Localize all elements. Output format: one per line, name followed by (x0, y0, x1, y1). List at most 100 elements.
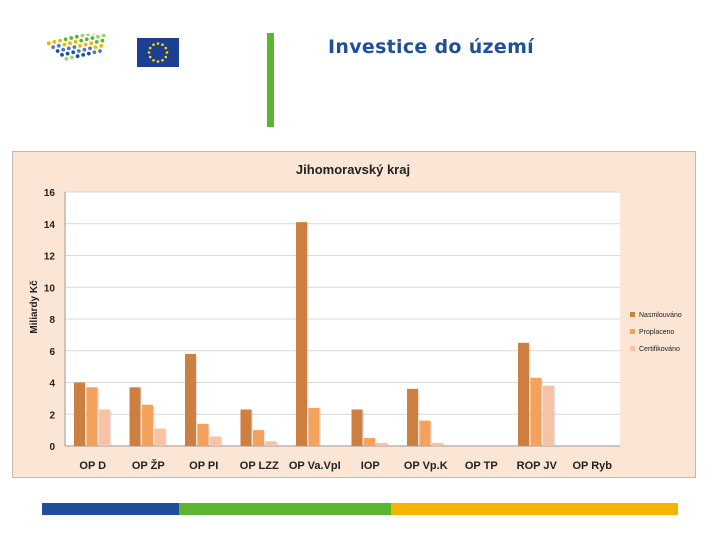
nsrr-logo-dot (80, 34, 85, 38)
legend: Nasmlouváno Proplaceno Certifikováno (630, 312, 682, 353)
bar (530, 377, 542, 446)
y-tick-label: 6 (49, 347, 55, 358)
nsrr-logo-dot (66, 46, 71, 51)
nsrr-logo-dot (86, 51, 91, 56)
nsrr-logo-dot (88, 46, 92, 51)
x-tick-label: OP Va.VpI (289, 460, 341, 472)
chart-title: Jihomoravský kraj (296, 162, 410, 177)
x-tick-label: OP LZZ (240, 460, 279, 472)
footer-bar-segment (42, 503, 179, 515)
bar (210, 436, 221, 446)
eu-star (161, 43, 164, 47)
legend-label: Nasmlouváno (639, 312, 682, 319)
bar (543, 385, 554, 446)
nsrr-logo-dot (100, 38, 105, 43)
bar (351, 409, 363, 446)
nsrr-logo-dot (90, 36, 95, 40)
bar (518, 342, 529, 446)
nsrr-logo-dot (69, 36, 74, 40)
y-tick-label: 16 (44, 188, 56, 199)
nsrr-logo-dot (60, 53, 64, 57)
nsrr-logo-dot (98, 49, 102, 53)
nsrr-logo-dot (78, 43, 82, 48)
eu-star (156, 60, 160, 63)
y-tick-label: 10 (44, 283, 56, 294)
nsrr-logo-dot (74, 34, 79, 39)
nsrr-logo-dot (65, 51, 70, 56)
nsrr-logo-dot (94, 40, 99, 44)
nsrr-logo-dot (56, 43, 61, 48)
bar (407, 388, 418, 446)
bar (253, 430, 264, 446)
x-tick-label: OP Vp.K (404, 460, 448, 472)
footer-bar-segment (391, 503, 678, 515)
nsrr-logo-dot (82, 47, 87, 52)
nsrr-logo-dot (99, 43, 104, 48)
eu-star (147, 51, 151, 54)
x-tick-labels: OP D OP ŽP OP PI OP LZZ OP Va.VpI IOP OP Vp.K O… (79, 459, 612, 472)
x-tick-label: OP PI (189, 460, 218, 472)
nsrr-logo-dots (46, 34, 106, 61)
nsrr-logo-dot (76, 49, 81, 53)
nsrr-logo-dot (62, 42, 67, 47)
bar (240, 409, 252, 446)
x-tick-label: OP D (79, 460, 106, 472)
page-title: Investice do území (328, 36, 534, 58)
legend-label: Proplaceno (639, 329, 675, 336)
bar (142, 404, 153, 446)
nsrr-logo-dot (51, 45, 56, 49)
nsrr-logo-dot (68, 41, 72, 46)
eu-star (152, 58, 155, 62)
nsrr-logo-dot (92, 34, 96, 35)
nsrr-logo-dot (96, 34, 100, 39)
x-tick-label: OP ŽP (132, 459, 165, 472)
y-tick-label: 0 (49, 442, 55, 453)
y-tick-labels: 0 2 4 6 8 10 12 14 16 (44, 188, 56, 453)
nsrr-logo-dot (52, 40, 57, 44)
nsrr-logo-dot (79, 38, 84, 43)
nsrr-logo (46, 34, 106, 61)
x-tick-label: OP Ryb (572, 460, 612, 472)
bar (86, 387, 98, 446)
nsrr-logo-dot (86, 34, 90, 36)
legend-swatch (630, 312, 635, 317)
eu-star (164, 55, 168, 59)
x-tick-label: OP TP (465, 460, 498, 472)
bar (376, 442, 388, 446)
eu-star (148, 46, 152, 50)
bar (308, 407, 320, 446)
footer-bar-segment (179, 503, 391, 515)
nsrr-logo-dot (73, 40, 78, 44)
nsrr-logo-dot (81, 53, 86, 57)
bar (432, 442, 443, 446)
bar (296, 222, 307, 446)
bar (265, 441, 277, 446)
bar (364, 438, 375, 446)
eu-star (164, 46, 168, 50)
header-divider (267, 33, 274, 127)
bar (129, 387, 141, 446)
y-tick-label: 4 (49, 379, 55, 390)
nsrr-logo-dot (75, 54, 80, 59)
y-tick-label: 14 (44, 220, 56, 231)
bar (185, 353, 196, 446)
bar (99, 409, 110, 446)
nsrr-logo-dot (89, 41, 94, 46)
nsrr-logo-dot (93, 45, 98, 49)
nsrr-logo-dot (63, 37, 68, 42)
bar (74, 382, 85, 446)
bar (197, 423, 209, 446)
nsrr-logo-dot (92, 50, 97, 55)
eu-star (148, 55, 152, 59)
nsrr-logo-dot (64, 56, 69, 61)
eu-flag-stars (147, 42, 169, 63)
nsrr-logo-dot (101, 34, 106, 38)
eu-star (165, 51, 169, 54)
legend-swatch (630, 346, 635, 351)
y-tick-label: 2 (49, 410, 55, 421)
eu-star (152, 43, 155, 47)
eu-star (161, 58, 164, 62)
eu-star (156, 42, 160, 45)
nsrr-logo-dot (84, 37, 89, 42)
eu-flag-logo (137, 38, 179, 67)
